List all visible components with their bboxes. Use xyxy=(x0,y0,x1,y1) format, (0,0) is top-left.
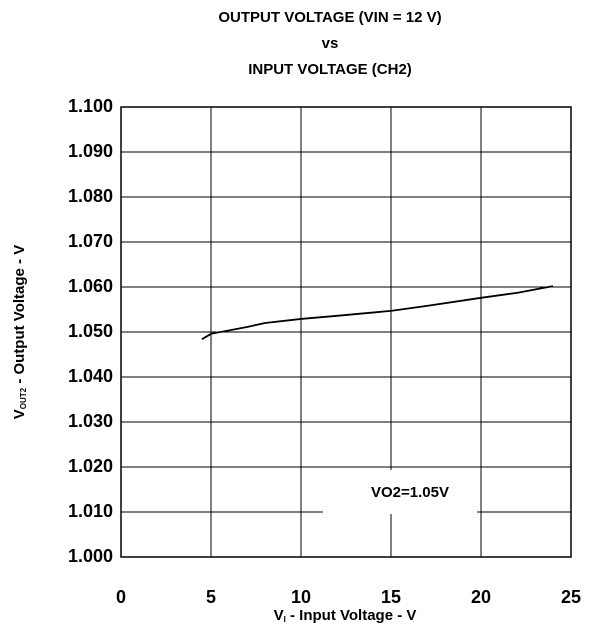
x-label-rest: - Input Voltage - V xyxy=(286,607,417,624)
y-tick-label: 1.100 xyxy=(68,96,113,116)
x-label-main: V xyxy=(274,607,284,624)
x-label-sub: I xyxy=(284,615,286,624)
plot-frame xyxy=(120,106,572,558)
x-tick-label: 5 xyxy=(206,587,216,607)
y-tick-label: 1.080 xyxy=(68,186,113,206)
y-label-main: V xyxy=(11,409,28,419)
y-label-rest: - Output Voltage - V xyxy=(11,245,28,388)
y-tick-label: 1.070 xyxy=(68,231,113,251)
y-tick-label: 1.000 xyxy=(68,546,113,566)
y-tick-label: 1.060 xyxy=(68,276,113,296)
y-tick-label: 1.010 xyxy=(68,501,113,521)
y-tick-label: 1.020 xyxy=(68,456,113,476)
x-tick-label: 15 xyxy=(381,587,401,607)
x-tick-label: 25 xyxy=(561,587,581,607)
y-tick-label: 1.090 xyxy=(68,141,113,161)
data-line xyxy=(201,285,554,340)
y-tick-label: 1.050 xyxy=(68,321,113,341)
y-axis-label: VOUT2 - Output Voltage - V xyxy=(11,245,28,419)
y-tick-label: 1.030 xyxy=(68,411,113,431)
annotation: VO2=1.05V xyxy=(371,484,449,501)
x-tick-label: 10 xyxy=(291,587,311,607)
x-axis-label: VI - Input Voltage - V xyxy=(274,607,417,624)
chart-title: vs xyxy=(322,35,339,52)
annotation-box xyxy=(323,470,477,514)
y-label-sub: OUT2 xyxy=(19,387,28,409)
chart-title: OUTPUT VOLTAGE (VIN = 12 V) xyxy=(218,9,441,26)
chart-title: INPUT VOLTAGE (CH2) xyxy=(248,61,412,78)
x-tick-label: 20 xyxy=(471,587,491,607)
x-tick-label: 0 xyxy=(116,587,126,607)
y-tick-label: 1.040 xyxy=(68,366,113,386)
